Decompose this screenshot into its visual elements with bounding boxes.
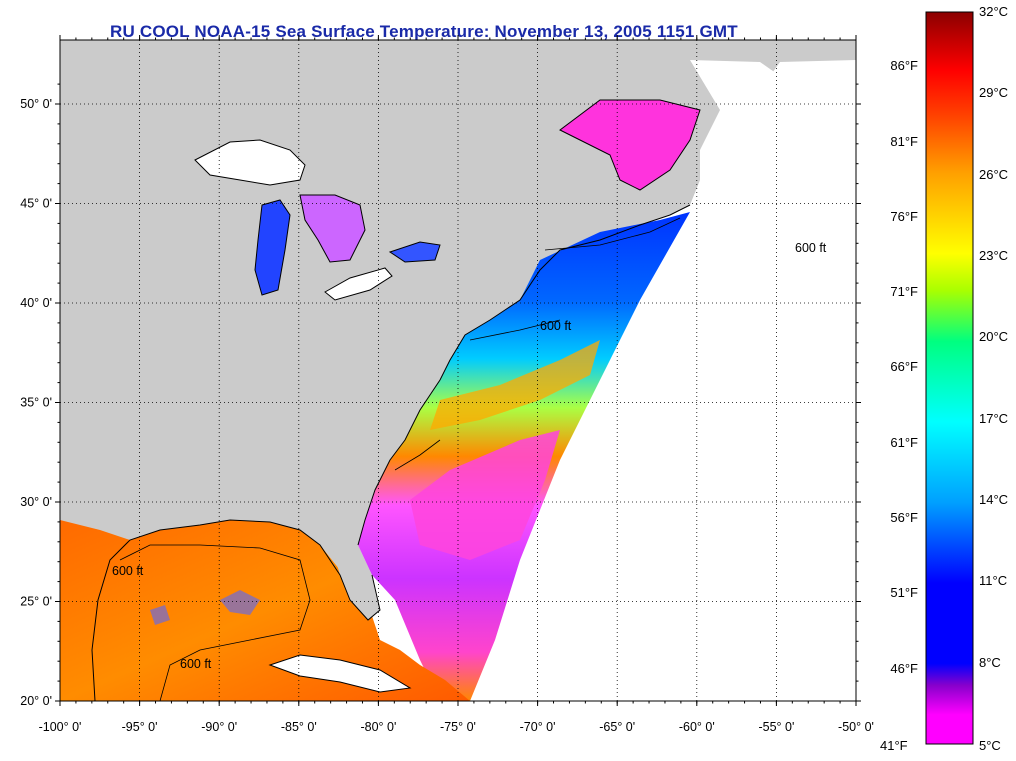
coastlines	[91, 99, 701, 702]
longitude-label: -100° 0'	[39, 720, 82, 734]
latitude-label: 20° 0'	[20, 694, 52, 708]
colorbar-fahrenheit-label: 41°F	[880, 738, 908, 753]
colorbar-celsius-label: 32°C	[979, 4, 1009, 19]
contour-label: 600 ft	[112, 564, 144, 578]
lake-ontario	[390, 242, 440, 262]
colorbar-celsius-label: 26°C	[979, 166, 1009, 182]
lake-erie	[325, 268, 392, 300]
longitude-label: -50° 0'	[838, 720, 874, 734]
florida	[330, 540, 380, 620]
latitude-label: 50° 0'	[20, 97, 52, 111]
nova-scotia-land	[690, 60, 856, 240]
colorbar-celsius-label: 17°C	[979, 410, 1009, 426]
longitude-label: -80° 0'	[360, 720, 396, 734]
isobath-600ft	[119, 217, 681, 702]
colorbar-fahrenheit-label: 71°F	[890, 284, 918, 300]
longitude-label: -75° 0'	[440, 720, 476, 734]
contour-label: 600 ft	[795, 241, 827, 255]
longitude-label: -60° 0'	[679, 720, 715, 734]
latitude-label: 30° 0'	[20, 495, 52, 509]
colorbar-celsius-label: 8°C	[979, 654, 1001, 670]
colorbar-celsius-label: 29°C	[979, 85, 1009, 101]
axis-ticks	[55, 35, 861, 706]
lake-huron	[300, 195, 365, 262]
gulf-stream-band	[430, 340, 600, 430]
contour-label: 600 ft	[180, 657, 212, 671]
latitude-label: 45° 0'	[20, 197, 52, 211]
graticule	[60, 40, 856, 701]
colorbar-fahrenheit-label: 76°F	[890, 208, 918, 224]
map-title: RU COOL NOAA-15 Sea Surface Temperature:…	[110, 22, 738, 41]
latitude-label: 35° 0'	[20, 396, 52, 410]
colorbar	[925, 11, 974, 745]
colorbar-celsius-label: 20°C	[979, 329, 1009, 345]
colorbar-fahrenheit-label: 46°F	[890, 660, 918, 676]
colorbar-celsius-label: 11°C	[979, 573, 1008, 589]
longitude-label: -55° 0'	[758, 720, 794, 734]
gulf-blue-patches	[150, 590, 260, 625]
latitude-labels: 50° 0' 45° 0' 40° 0' 35° 0' 30° 0' 25° 0' 20° …	[20, 97, 52, 708]
latitude-label: 40° 0'	[20, 296, 52, 310]
cuba-land	[270, 655, 410, 692]
colorbar-fahrenheit-label: 81°F	[890, 133, 918, 149]
colorbar-fahrenheit-label: 86°F	[890, 58, 918, 74]
colorbar-fahrenheit-label: 56°F	[890, 510, 918, 526]
longitude-label: -70° 0'	[520, 720, 556, 734]
lake-superior	[195, 140, 305, 185]
longitude-label: -95° 0'	[122, 720, 158, 734]
gulf-of-mexico-sst	[60, 520, 470, 701]
contour-label: 600 ft	[540, 319, 572, 333]
colorbar-fahrenheit-label: 61°F	[890, 434, 918, 450]
latitude-label: 25° 0'	[20, 595, 52, 609]
longitude-label: -90° 0'	[201, 720, 237, 734]
land-region	[60, 40, 856, 701]
longitude-label: -65° 0'	[599, 720, 635, 734]
colorbar-fahrenheit-label: 51°F	[890, 585, 918, 601]
longitude-label: -85° 0'	[281, 720, 317, 734]
longitude-labels: -100° 0' -95° 0' -90° 0' -85° 0' -80° 0' -75°…	[39, 720, 874, 734]
colorbar-celsius-label: 5°C	[979, 738, 1001, 753]
gulf-st-lawrence	[560, 100, 700, 190]
sargasso-pink	[410, 430, 560, 560]
colorbar-celsius-label: 23°C	[979, 248, 1009, 263]
colorbar-fahrenheit-label: 66°F	[890, 359, 918, 375]
colorbar-celsius-label: 14°C	[979, 492, 1009, 507]
